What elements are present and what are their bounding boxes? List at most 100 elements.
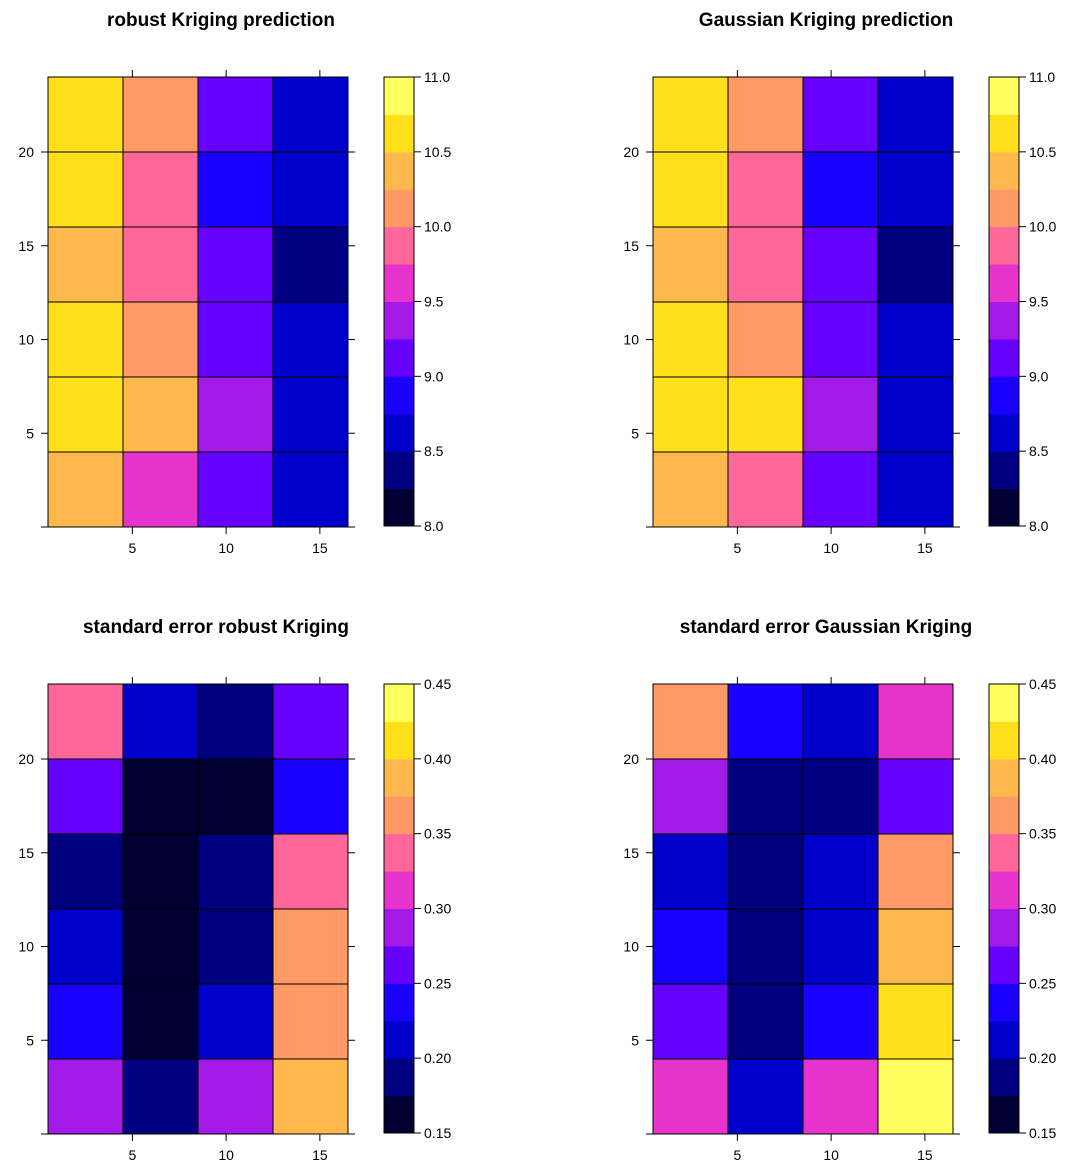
colorbar-label-p3-5: 0.40: [1029, 751, 1056, 767]
colorbar-band-p3-10: [989, 721, 1019, 760]
heatmap-cell-p0-r5-c3: [272, 451, 349, 528]
heatmap-cell-p3-r0-c1: [727, 683, 804, 760]
colorbar-label-p2-0: 0.15: [424, 1125, 451, 1141]
colorbar-label-p2-3: 0.30: [424, 901, 451, 917]
colorbar-band-p1-9: [989, 151, 1019, 190]
heatmap-cell-p3-r5-c1: [727, 1058, 804, 1135]
colorbar-label-p3-0: 0.15: [1029, 1125, 1056, 1141]
heatmap-cell-p2-r3-c2: [197, 908, 274, 985]
colorbar-band-p3-4: [989, 945, 1019, 984]
heatmap-cell-p0-r2-c3: [272, 226, 349, 303]
plot-frame-p0: [47, 76, 349, 528]
colorbar-label-p0-1: 8.5: [424, 443, 444, 459]
y-tick-label-p1-1: 10: [623, 332, 639, 348]
colorbar-band-p0-9: [384, 151, 414, 190]
colorbar-label-p0-6: 11.0: [424, 69, 450, 85]
heatmap-cell-p0-r4-c1: [122, 376, 199, 453]
colorbar-band-p1-7: [989, 226, 1019, 265]
colorbar-band-p1-1: [989, 451, 1019, 490]
colorbar-label-p1-6: 11.0: [1029, 69, 1055, 85]
colorbar-band-p0-2: [384, 413, 414, 452]
colorbar-band-p1-5: [989, 301, 1019, 340]
heatmap-cell-p3-r3-c1: [727, 908, 804, 985]
colorbar-band-p2-10: [384, 721, 414, 760]
heatmap-cell-p0-r5-c1: [122, 451, 199, 528]
heatmap-cell-p2-r1-c1: [122, 758, 199, 835]
x-tick-label-p1-1: 10: [823, 540, 839, 556]
heatmap-cell-p0-r5-c2: [197, 451, 274, 528]
heatmap-cell-p2-r3-c3: [272, 908, 349, 985]
y-tick-label-p2-3: 20: [18, 751, 34, 767]
heatmap-cell-p3-r2-c2: [802, 833, 879, 910]
x-tick-label-p2-0: 5: [128, 1147, 136, 1163]
colorbar-band-p1-4: [989, 338, 1019, 377]
heatmap-cell-p0-r2-c0: [47, 226, 124, 303]
heatmap-cell-p2-r2-c0: [47, 833, 124, 910]
heatmap-cell-p1-r3-c1: [727, 301, 804, 378]
heatmap-cell-p1-r1-c0: [652, 151, 729, 228]
colorbar-label-p0-5: 10.5: [424, 144, 451, 160]
heatmap-cell-p1-r5-c2: [802, 451, 879, 528]
colorbar-band-p1-6: [989, 264, 1019, 302]
colorbar-band-p2-2: [384, 1020, 414, 1059]
colorbar-band-p1-0: [989, 488, 1019, 527]
heatmap-cell-p2-r1-c2: [197, 758, 274, 835]
heatmap-cell-p3-r1-c3: [877, 758, 954, 835]
heatmap-cell-p0-r0-c1: [122, 76, 199, 153]
colorbar-band-p2-5: [384, 908, 414, 947]
heatmap-cell-p2-r1-c3: [272, 758, 349, 835]
heatmap-cell-p2-r1-c0: [47, 758, 124, 835]
heatmap-cell-p0-r4-c2: [197, 376, 274, 453]
heatmap-cell-p2-r5-c3: [272, 1058, 349, 1135]
colorbar-band-p3-6: [989, 871, 1019, 909]
colorbar-label-p2-6: 0.45: [424, 676, 451, 692]
heatmap-cell-p2-r4-c0: [47, 983, 124, 1060]
colorbar-band-p0-3: [384, 376, 414, 415]
heatmap-cell-p0-r0-c2: [197, 76, 274, 153]
heatmap-cell-p1-r5-c0: [652, 451, 729, 528]
colorbar-label-p1-2: 9.0: [1029, 368, 1049, 384]
colorbar-label-p0-0: 8.0: [424, 518, 444, 534]
x-tick-label-p3-1: 10: [823, 1147, 839, 1163]
heatmap-cell-p2-r3-c1: [122, 908, 199, 985]
y-tick-label-p1-2: 15: [623, 238, 639, 254]
heatmap-cell-p3-r2-c0: [652, 833, 729, 910]
colorbar-label-p1-0: 8.0: [1029, 518, 1049, 534]
heatmap-cell-p3-r2-c1: [727, 833, 804, 910]
colorbar-band-p0-11: [384, 77, 414, 115]
colorbar-band-p1-11: [989, 77, 1019, 115]
heatmap-cell-p1-r0-c1: [727, 76, 804, 153]
heatmap-cell-p3-r1-c0: [652, 758, 729, 835]
colorbar-band-p2-1: [384, 1058, 414, 1097]
heatmap-cell-p1-r3-c3: [877, 301, 954, 378]
x-tick-label-p3-0: 5: [733, 1147, 741, 1163]
heatmap-cell-p2-r3-c0: [47, 908, 124, 985]
heatmap-cell-p1-r2-c2: [802, 226, 879, 303]
panel-title-gaussian-stderr: standard error Gaussian Kriging: [679, 617, 973, 638]
y-tick-label-p2-0: 5: [26, 1032, 34, 1048]
y-tick-label-p3-1: 10: [623, 939, 639, 955]
colorbar-band-p3-7: [989, 833, 1019, 872]
heatmap-cell-p2-r0-c3: [272, 683, 349, 760]
plot-frame-p1: [652, 76, 954, 528]
y-tick-label-p2-1: 10: [18, 939, 34, 955]
y-tick-label-p0-2: 15: [18, 238, 34, 254]
colorbar-band-p0-1: [384, 451, 414, 490]
panel-title-robust-prediction: robust Kriging prediction: [107, 10, 335, 31]
y-tick-label-p1-0: 5: [631, 425, 639, 441]
x-tick-label-p0-1: 10: [218, 540, 234, 556]
colorbar-band-p3-5: [989, 908, 1019, 947]
heatmap-cell-p3-r0-c3: [877, 683, 954, 760]
x-tick-label-p3-2: 15: [917, 1147, 933, 1163]
y-tick-label-p1-3: 20: [623, 144, 639, 160]
heatmap-cell-p0-r1-c0: [47, 151, 124, 228]
heatmap-cell-p1-r4-c1: [727, 376, 804, 453]
y-tick-label-p0-3: 20: [18, 144, 34, 160]
colorbar-label-p0-2: 9.0: [424, 368, 444, 384]
heatmap-cell-p3-r5-c2: [802, 1058, 879, 1135]
heatmap-cell-p1-r2-c0: [652, 226, 729, 303]
colorbar-label-p1-3: 9.5: [1029, 294, 1049, 310]
heatmap-cell-p0-r3-c1: [122, 301, 199, 378]
x-tick-label-p0-2: 15: [312, 540, 328, 556]
colorbar-band-p0-10: [384, 114, 414, 153]
